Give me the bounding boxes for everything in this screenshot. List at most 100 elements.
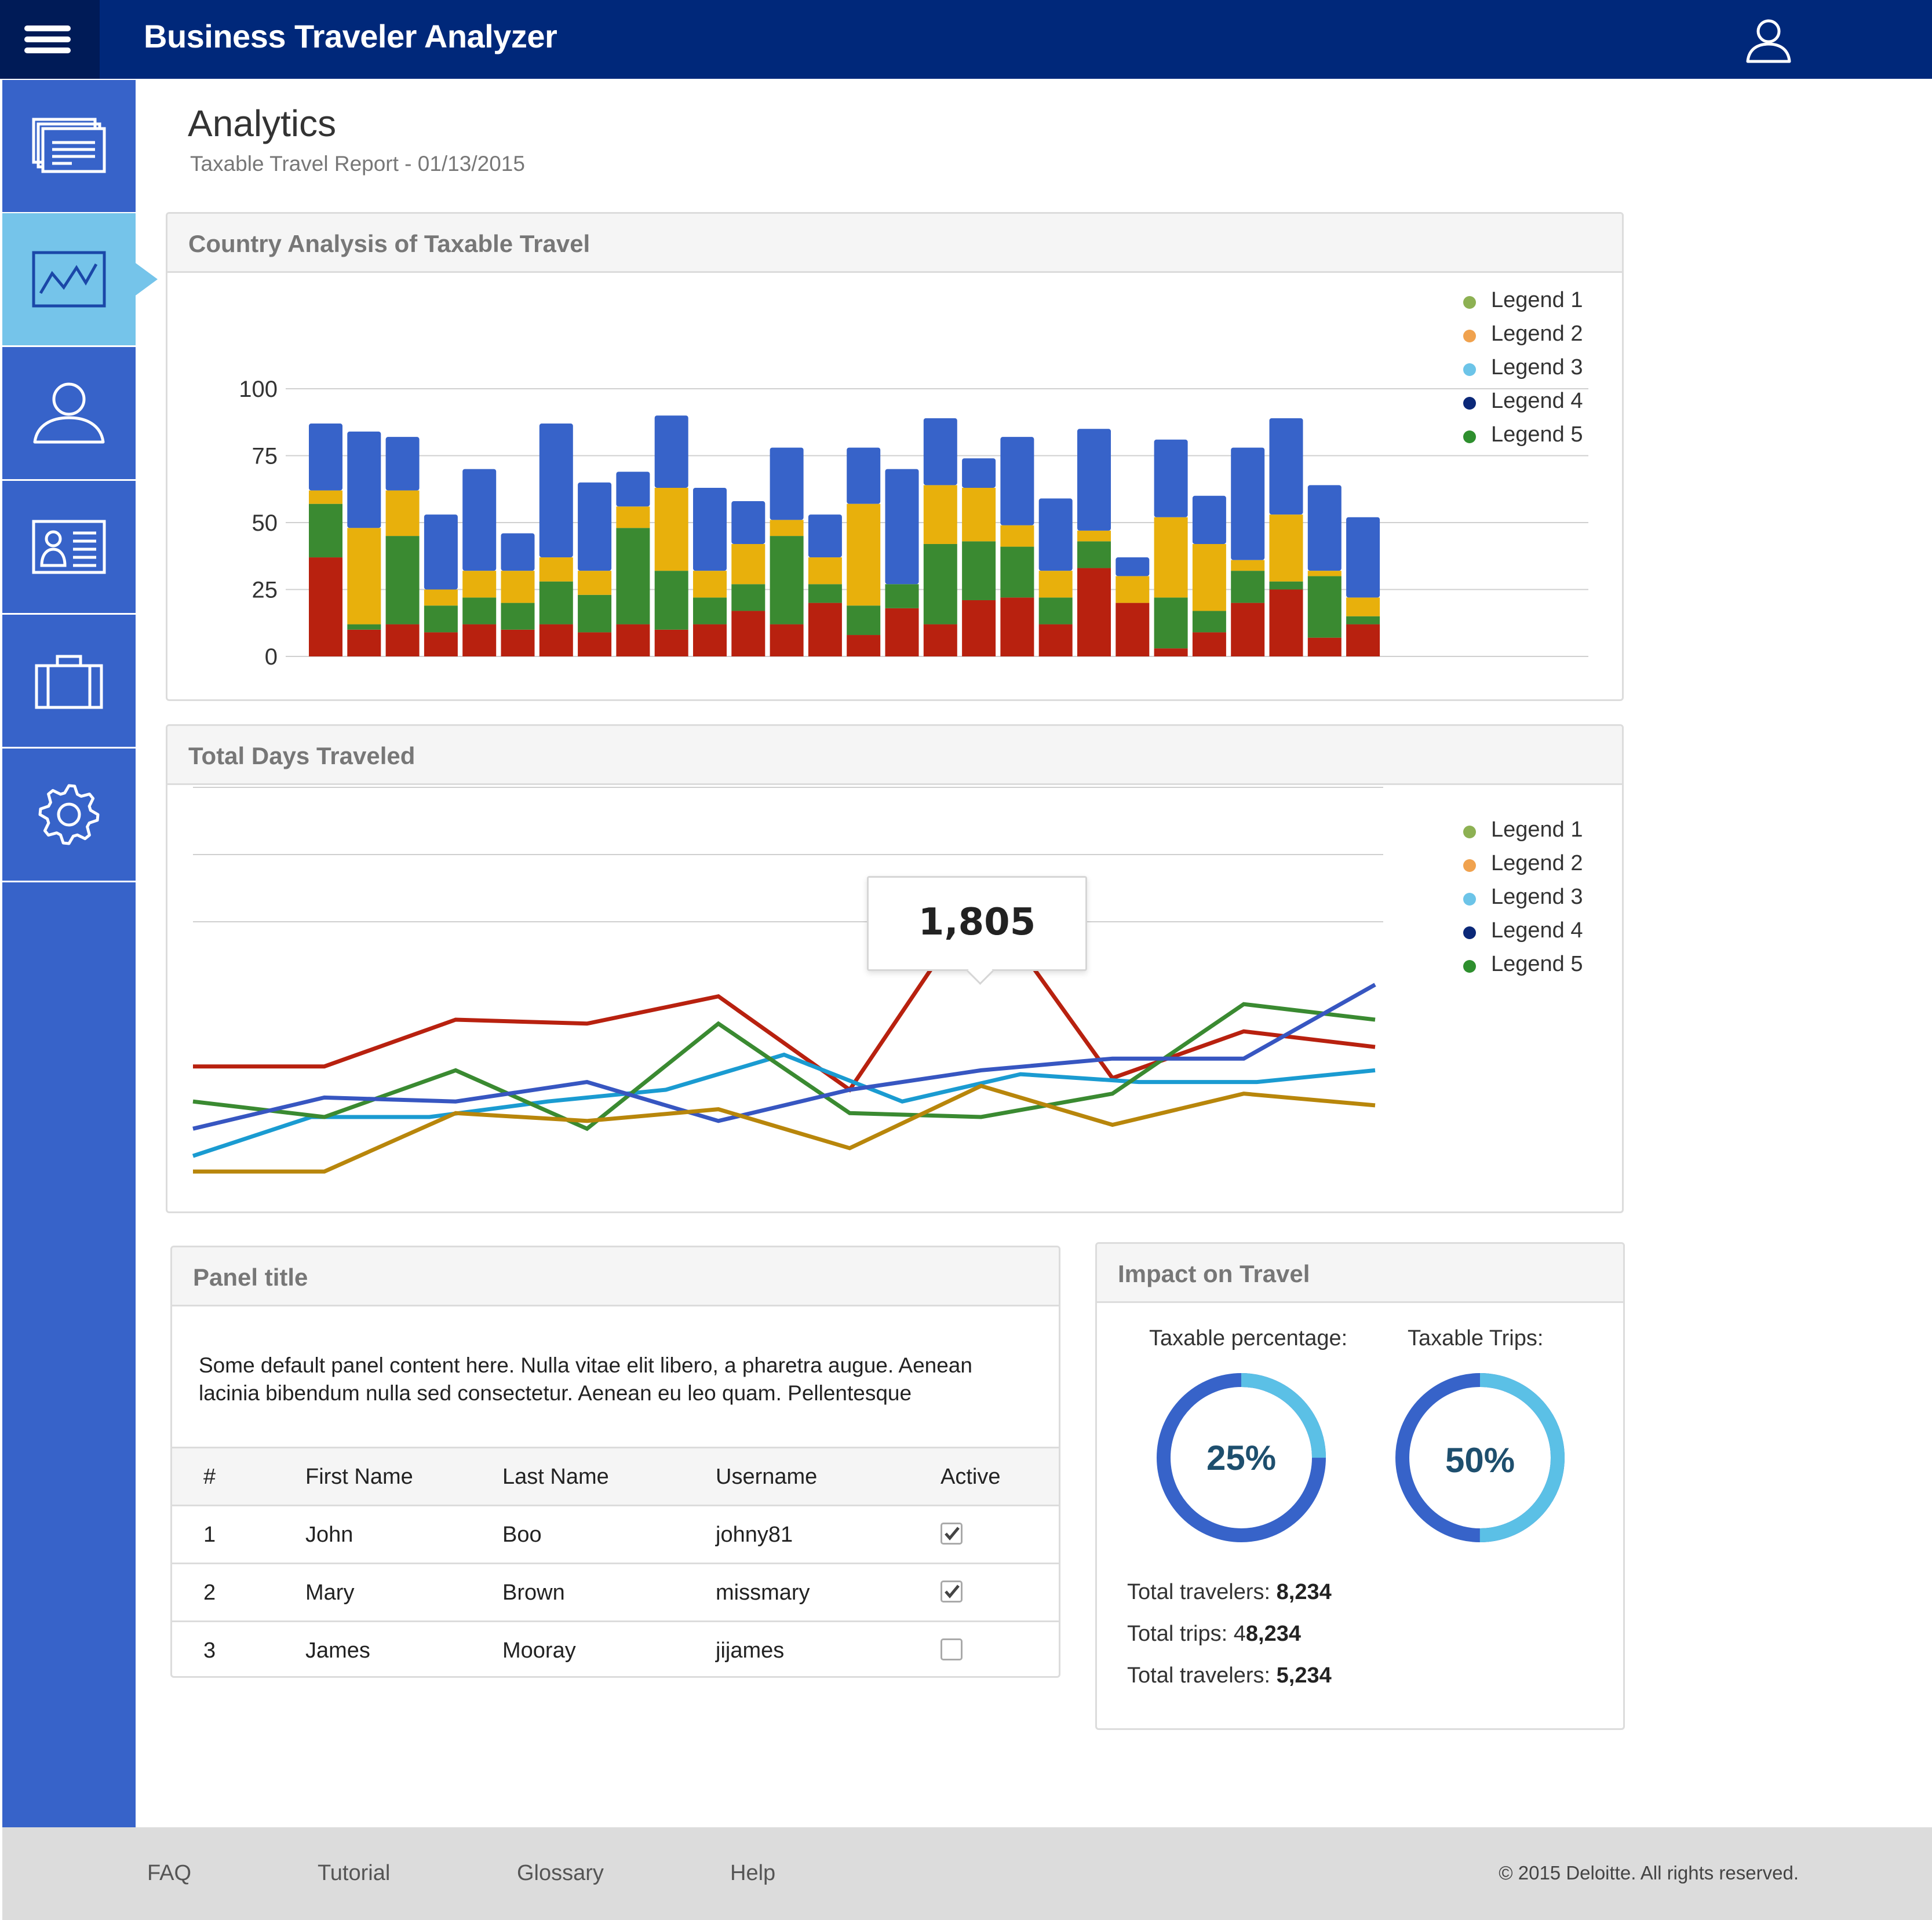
bar-segment <box>578 594 612 633</box>
checkmark-path <box>945 1527 960 1541</box>
bar-segment <box>616 624 650 656</box>
stat-label: Total trips: 4 <box>1127 1622 1246 1646</box>
sidebar-item-trips[interactable] <box>2 615 136 749</box>
bar-segment <box>539 581 573 625</box>
cell-number: 1 <box>203 1523 216 1547</box>
bar-segment <box>539 424 573 558</box>
bar-segment <box>578 632 612 656</box>
column-header-last-name: Last Name <box>502 1465 609 1489</box>
bar-segment <box>1346 624 1380 656</box>
footer-link-glossary[interactable]: Glossary <box>517 1861 604 1885</box>
total-travelers-stat-2: Total travelers: 5,234 <box>1127 1663 1332 1688</box>
bar-segment <box>424 514 458 590</box>
bar-segment <box>1000 597 1034 656</box>
bar-segment <box>309 557 342 656</box>
panel-body-text: Some default panel content here. Nulla v… <box>199 1353 972 1405</box>
bar-segment <box>1192 611 1226 633</box>
bar-segment <box>923 485 957 544</box>
reports-icon <box>32 118 106 173</box>
bar-segment <box>770 624 804 656</box>
cell-last-name: Brown <box>502 1580 565 1605</box>
bar-segment <box>539 557 573 582</box>
bar-segment <box>1192 495 1226 544</box>
bar-segment <box>1307 571 1342 576</box>
hamburger-menu-button[interactable] <box>0 0 100 79</box>
bar-segment <box>501 571 535 603</box>
bar-segment <box>731 611 765 656</box>
bar-segment <box>1154 648 1188 656</box>
bar-segment <box>1000 437 1034 525</box>
footer-link-faq[interactable]: FAQ <box>147 1861 192 1885</box>
bar-segment <box>1231 571 1265 603</box>
bar-segment <box>923 624 957 656</box>
footer: FAQ Tutorial Glossary Help © 2015 Deloit… <box>2 1827 1932 1920</box>
sidebar-item-settings[interactable] <box>2 749 136 882</box>
bar-segment <box>1038 571 1073 598</box>
user-account-button[interactable] <box>1744 16 1793 65</box>
sidebar-item-analytics[interactable] <box>2 213 158 347</box>
checkmark-path <box>945 1585 960 1598</box>
taxable-trips-label: Taxable Trips: <box>1408 1326 1544 1350</box>
bar-segment <box>578 482 612 571</box>
stat-label: Total travelers: <box>1127 1663 1277 1688</box>
bar-segment <box>347 624 381 630</box>
bar-segment <box>1269 418 1303 515</box>
bar-segment <box>1192 543 1226 611</box>
legend-label: Legend 1 <box>1491 288 1583 312</box>
bar-segment <box>385 624 420 656</box>
bar-segment <box>462 597 497 625</box>
legend-dot <box>1463 859 1476 872</box>
line-series <box>192 1002 1376 1131</box>
app-title: Business Traveler Analyzer <box>144 18 557 54</box>
tooltip-value: 1,805 <box>918 901 1036 944</box>
hamburger-icon-bar <box>24 36 71 42</box>
cell-first-name: James <box>305 1638 370 1663</box>
total-travelers-stat: Total travelers: 8,234 <box>1127 1580 1332 1605</box>
footer-link-help[interactable]: Help <box>730 1861 776 1885</box>
active-checkbox[interactable] <box>941 1638 963 1660</box>
bar-segment <box>847 503 881 606</box>
sidebar-item-people[interactable] <box>2 347 136 481</box>
analytics-icon <box>32 251 106 308</box>
hamburger-icon-bar <box>24 48 71 53</box>
bar-segment <box>501 629 535 656</box>
chart-tooltip: 1,805 <box>867 876 1087 971</box>
column-header-active: Active <box>941 1465 1001 1489</box>
column-header-number: # <box>203 1465 216 1489</box>
hamburger-icon <box>24 25 71 31</box>
bar-segment <box>385 490 420 536</box>
sidebar-item-profile-card[interactable] <box>2 481 136 615</box>
bar-segment <box>347 528 381 625</box>
table-row: 3 James Mooray jijames <box>172 1620 1059 1676</box>
footer-link-tutorial[interactable]: Tutorial <box>318 1861 391 1885</box>
y-tick-label: 75 <box>252 444 278 469</box>
bar-segment <box>962 541 996 600</box>
bar-segment <box>347 629 381 656</box>
active-checkbox[interactable] <box>941 1580 963 1603</box>
bar-segment <box>462 571 497 598</box>
bar-segment <box>1077 541 1111 568</box>
checkmark-icon <box>945 1527 960 1541</box>
cell-first-name: Mary <box>305 1580 355 1605</box>
sidebar-item-reports[interactable] <box>2 80 136 214</box>
bar-segment <box>1307 637 1342 656</box>
bar-segment <box>654 629 688 656</box>
cell-number: 3 <box>203 1638 216 1663</box>
bar-segment <box>808 557 842 585</box>
bar-segment <box>808 584 842 603</box>
panel-header: Impact on Travel <box>1097 1244 1623 1303</box>
checkmark-icon <box>945 1585 960 1598</box>
bar-segment <box>1346 616 1380 625</box>
y-tick-label: 0 <box>265 644 278 670</box>
bar-segment <box>309 490 342 504</box>
legend-label: Legend 2 <box>1491 851 1583 875</box>
bar-segment <box>309 503 342 558</box>
bar-segment <box>1077 429 1111 531</box>
panel-header: Total Days Traveled <box>167 726 1622 785</box>
bar-segment <box>424 589 458 606</box>
stacked-bar-chart: 0 25 50 75 100 <box>239 377 1588 670</box>
legend-dot <box>1463 430 1476 443</box>
active-checkbox[interactable] <box>941 1523 963 1545</box>
column-header-first-name: First Name <box>305 1465 413 1489</box>
line-chart <box>192 787 1383 1174</box>
